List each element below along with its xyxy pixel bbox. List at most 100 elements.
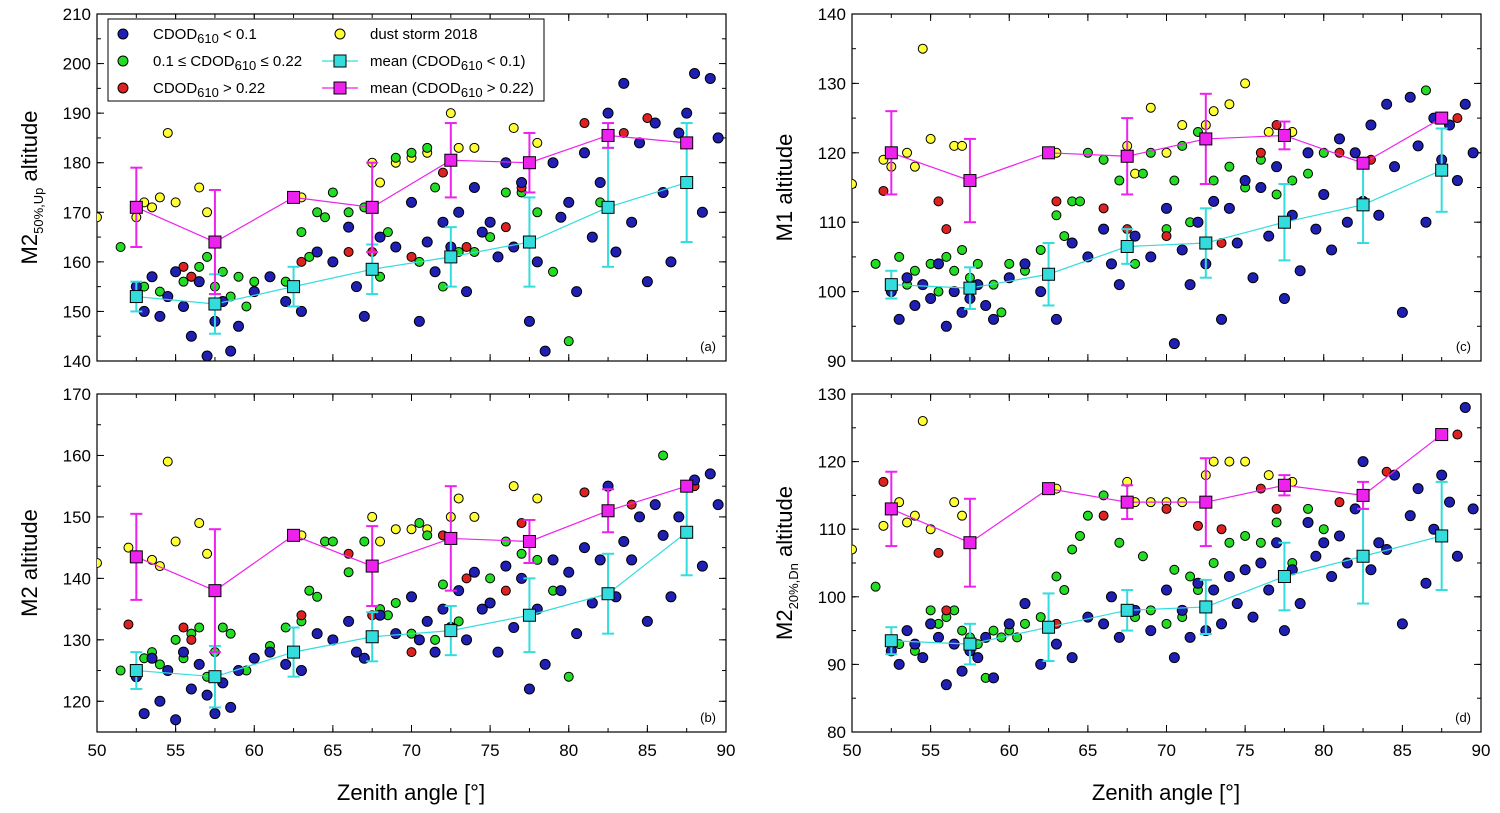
clean-point: [893, 313, 905, 325]
y-axis-label-main: M1: [772, 211, 797, 242]
mean-clean-marker: [444, 250, 458, 264]
legend-label-clean: CDOD610 < 0.1: [153, 26, 257, 46]
mean-high-marker: [522, 534, 536, 548]
mean-clean-marker: [1199, 600, 1213, 614]
mid-point: [1067, 544, 1078, 555]
clean-point: [1239, 175, 1251, 187]
clean-point: [1420, 216, 1432, 228]
mid-point: [382, 227, 393, 238]
y-tick-label: 150: [63, 508, 91, 527]
dust-point: [1161, 147, 1172, 158]
legend-marker-high: [117, 82, 129, 94]
high-point: [1098, 510, 1109, 521]
high-point: [1452, 113, 1463, 124]
dust-point: [1263, 126, 1274, 137]
mean-clean-marker: [963, 281, 977, 295]
high-point: [500, 585, 511, 596]
mid-point: [422, 530, 433, 541]
mean-high-marker: [884, 502, 898, 516]
high-point: [941, 224, 952, 235]
mid-point: [1255, 537, 1266, 548]
high-point: [1216, 524, 1227, 535]
mid-point: [115, 241, 126, 252]
high-point: [1255, 483, 1266, 494]
clean-point: [689, 67, 701, 79]
clean-point: [649, 117, 661, 129]
clean-point: [901, 272, 913, 284]
mid-point: [1137, 551, 1148, 562]
clean-point: [429, 266, 441, 278]
mid-point: [1137, 168, 1148, 179]
clean-point: [201, 350, 213, 361]
clean-point: [1365, 564, 1377, 576]
mid-point: [870, 581, 881, 592]
x-tick-label: 60: [245, 741, 264, 760]
clean-point: [209, 708, 221, 720]
clean-point: [1302, 516, 1314, 528]
clean-point: [578, 147, 590, 159]
x-tick-label: 75: [481, 741, 500, 760]
legend-label-prefix: CDOD: [153, 80, 197, 97]
y-tick-label: 140: [63, 569, 91, 588]
mid-point: [1019, 618, 1030, 629]
y-axis-label-rest: altitude: [17, 509, 42, 586]
mean-clean-marker: [287, 645, 301, 659]
panel-b: 50 55 60 65 70 75 80 85 90 120 130 140 150 160 170 M2 a…: [17, 385, 735, 760]
legend-label-prefix: CDOD: [153, 26, 197, 43]
mid-point: [241, 301, 252, 312]
mid-point: [390, 597, 401, 608]
y-tick-label: 150: [63, 302, 91, 321]
clean-point: [893, 658, 905, 670]
clean-point: [1271, 161, 1283, 173]
mean-clean-marker: [601, 200, 615, 214]
high-point: [186, 634, 197, 645]
clean-point: [972, 652, 984, 664]
dust-point: [508, 481, 519, 492]
dust-point: [532, 137, 543, 148]
clean-point: [343, 615, 355, 627]
mean-clean-marker: [1199, 236, 1213, 250]
mean-high-marker: [287, 528, 301, 542]
mid-point: [406, 147, 417, 158]
legend-label-suffix: > 0.22): [483, 80, 534, 97]
legend-label-sub: 610: [197, 85, 219, 100]
clean-point: [681, 107, 693, 119]
y-axis-label-rest: altitude: [772, 134, 797, 211]
dust-point: [852, 179, 857, 190]
clean-point: [146, 271, 158, 283]
high-point: [1098, 203, 1109, 214]
clean-point: [1294, 598, 1306, 610]
mid-point: [1145, 605, 1156, 616]
mean-clean-marker: [884, 634, 898, 648]
mid-point: [949, 265, 960, 276]
mid-point: [1082, 147, 1093, 158]
mid-point: [154, 659, 165, 670]
clean-point: [909, 299, 921, 311]
mid-point: [1114, 537, 1125, 548]
high-point: [1271, 503, 1282, 514]
mid-point: [178, 276, 189, 287]
legend-marker-mean_clean: [333, 54, 347, 68]
mid-point: [390, 152, 401, 163]
mid-point: [202, 251, 213, 262]
mid-point: [296, 227, 307, 238]
clean-point: [476, 226, 488, 238]
mean-clean-marker: [1120, 239, 1134, 253]
mean-high-marker: [444, 531, 458, 545]
mid-point: [1240, 530, 1251, 541]
dust-point: [1224, 456, 1235, 467]
mean-clean-marker: [601, 587, 615, 601]
high-point: [642, 113, 653, 124]
legend-label-high: CDOD610 > 0.22: [153, 80, 265, 100]
y-axis-label-main: M2: [17, 234, 42, 265]
clean-point: [280, 658, 292, 670]
dust-point: [147, 202, 158, 213]
mean-high-marker: [1435, 111, 1449, 125]
clean-point: [1168, 652, 1180, 664]
panel-d: 50 55 60 65 70 75 80 85 90 80 90 100 110 120 130 M220%,…: [772, 385, 1490, 760]
dust-point: [453, 493, 464, 504]
y-tick-label: 90: [827, 655, 846, 674]
clean-point: [1208, 584, 1220, 596]
dust-point: [1263, 470, 1274, 481]
